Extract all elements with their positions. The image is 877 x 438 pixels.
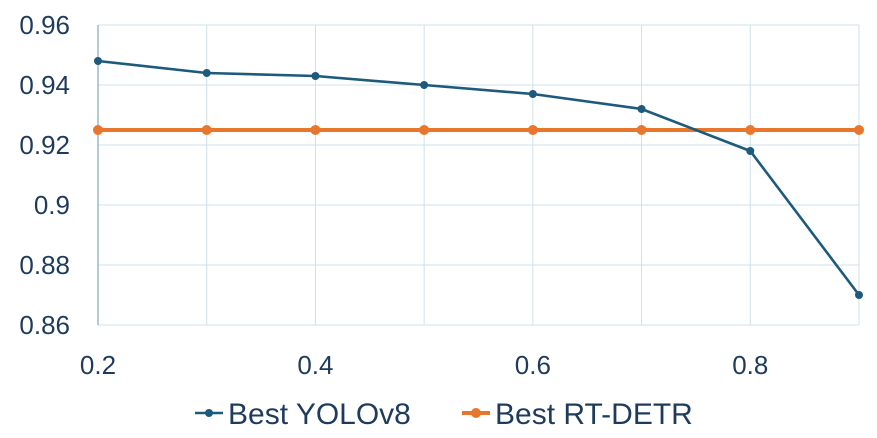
legend-label: Best YOLOv8 <box>228 398 411 431</box>
legend-item: Best YOLOv8 <box>195 398 411 431</box>
legend: Best YOLOv8 Best RT-DETR <box>195 398 693 431</box>
gridlines <box>98 24 860 326</box>
legend-swatch-marker <box>205 409 213 417</box>
data-point <box>94 57 102 65</box>
y-tick-label: 0.9 <box>34 190 70 220</box>
series-best-yolov8 <box>94 57 863 299</box>
data-point <box>745 125 756 135</box>
x-tick-label: 0.6 <box>515 350 551 380</box>
data-point <box>854 125 864 135</box>
y-axis-ticks: 0.96 0.94 0.92 0.9 0.88 0.86 <box>19 10 70 340</box>
data-point <box>527 125 538 135</box>
data-point <box>202 69 211 77</box>
series-line <box>97 59 861 296</box>
y-tick-label: 0.94 <box>19 70 70 100</box>
y-tick-label: 0.86 <box>19 310 70 340</box>
y-tick-label: 0.88 <box>19 250 70 280</box>
series-group <box>93 57 864 299</box>
legend-label: Best RT-DETR <box>495 398 693 431</box>
series-best-rt-detr <box>93 125 864 135</box>
data-point <box>310 125 321 135</box>
data-point <box>636 125 647 135</box>
data-point <box>528 90 537 98</box>
data-point <box>419 125 430 135</box>
y-tick-label: 0.92 <box>19 130 70 160</box>
data-point <box>311 72 320 80</box>
x-tick-label: 0.4 <box>297 350 333 380</box>
legend-swatch-marker <box>471 408 481 418</box>
data-point <box>746 147 755 155</box>
y-tick-label: 0.96 <box>19 10 70 40</box>
data-point <box>420 81 429 89</box>
data-point <box>93 125 103 135</box>
data-point <box>201 125 212 135</box>
legend-item: Best RT-DETR <box>462 398 693 431</box>
x-tick-label: 0.2 <box>80 350 116 380</box>
x-tick-label: 0.8 <box>732 350 768 380</box>
data-point <box>855 291 863 299</box>
data-point <box>637 105 646 113</box>
x-axis-ticks: 0.2 0.4 0.6 0.8 <box>80 350 768 380</box>
